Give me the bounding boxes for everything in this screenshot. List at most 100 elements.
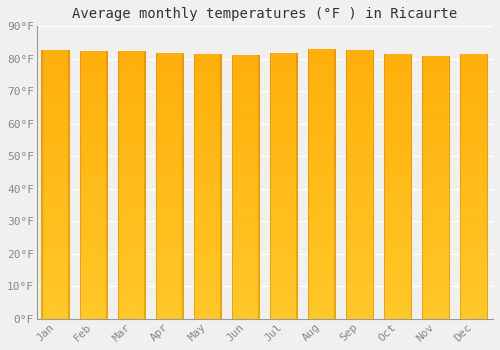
Bar [42,90,70,94]
Bar [106,243,108,247]
Bar [106,87,108,91]
Bar [308,301,310,306]
Bar [422,131,424,135]
Bar [346,229,374,234]
Bar [308,112,336,116]
Bar [42,77,43,81]
Bar [80,189,81,194]
Bar [118,306,119,310]
Bar [384,124,412,129]
Bar [194,253,222,257]
Bar [270,248,298,252]
Bar [42,283,70,287]
Bar [80,247,81,252]
Bar [80,122,81,127]
Bar [422,288,424,293]
Bar [182,252,184,257]
Bar [106,252,108,257]
Bar [410,177,412,182]
Bar [384,230,386,235]
Bar [68,180,70,184]
Bar [258,64,260,68]
Bar [308,125,310,130]
Bar [410,288,412,292]
Bar [334,310,336,314]
Bar [106,292,108,296]
Bar [270,199,272,203]
Bar [346,117,348,122]
Bar [460,261,462,266]
Bar [156,98,158,102]
Bar [182,124,184,128]
Bar [42,314,70,319]
Bar [182,173,184,177]
Bar [194,129,196,133]
Bar [460,248,488,253]
Bar [270,266,272,270]
Bar [220,314,222,319]
Bar [460,116,488,120]
Bar [384,314,412,319]
Bar [422,275,450,280]
Bar [80,109,81,113]
Bar [258,121,260,126]
Bar [156,128,158,133]
Bar [372,243,374,247]
Bar [346,90,348,95]
Bar [308,148,336,152]
Bar [80,265,81,270]
Bar [80,82,108,87]
Bar [296,195,298,199]
Bar [156,270,184,275]
Bar [346,198,374,202]
Bar [308,292,336,296]
Bar [308,251,336,256]
Bar [232,226,234,231]
Bar [448,288,450,293]
Bar [422,240,424,244]
Bar [448,109,450,113]
Bar [486,266,488,270]
Bar [346,104,374,108]
Bar [144,306,146,310]
Bar [68,50,70,54]
Bar [410,301,412,306]
Bar [106,60,108,64]
Bar [422,236,424,240]
Bar [194,111,222,116]
Bar [118,283,146,288]
Bar [118,279,146,283]
Bar [156,252,184,257]
Bar [384,297,412,301]
Bar [194,133,196,138]
Bar [68,72,70,77]
Bar [118,136,146,140]
Bar [42,139,43,144]
Bar [118,154,146,158]
Bar [384,58,386,62]
Bar [258,174,260,178]
Bar [42,260,43,265]
Bar [346,238,374,243]
Bar [410,93,412,98]
Bar [106,82,108,87]
Bar [346,59,348,63]
Bar [308,76,336,80]
Bar [220,160,222,164]
Bar [194,204,196,209]
Bar [232,262,234,266]
Bar [460,147,488,151]
Bar [346,287,374,292]
Bar [296,230,298,235]
Bar [220,142,222,147]
Bar [80,154,108,158]
Bar [106,55,108,60]
Bar [80,158,81,163]
Bar [334,49,336,53]
Bar [334,175,336,179]
Bar [144,283,146,288]
Bar [220,94,222,98]
Bar [460,155,488,160]
Bar [42,104,70,108]
Bar [422,109,424,113]
